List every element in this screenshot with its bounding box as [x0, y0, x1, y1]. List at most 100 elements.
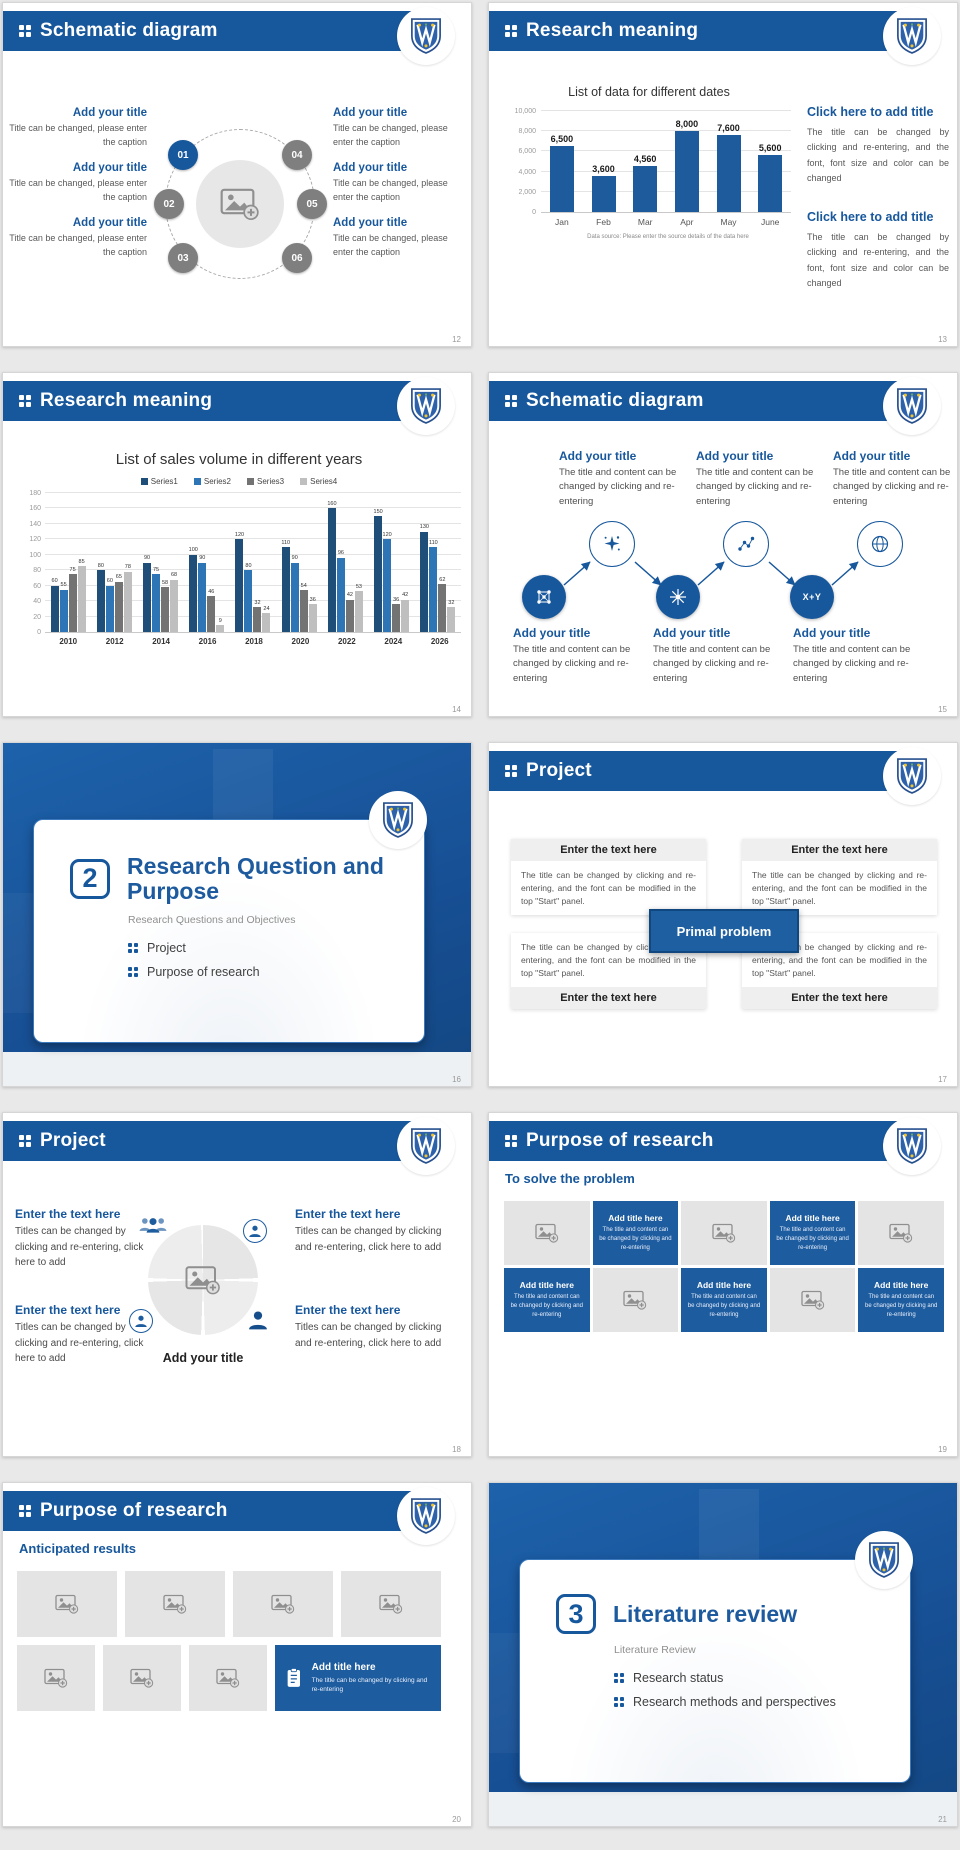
- step-circle-02[interactable]: 02: [154, 189, 184, 219]
- image-placeholder-icon: [185, 1265, 221, 1295]
- bar-value-label: 36: [309, 596, 316, 603]
- add-title-tile[interactable]: Add title here The title and content can …: [769, 1201, 856, 1265]
- text-box[interactable]: Enter the text here The title can be cha…: [511, 839, 706, 916]
- flow-node[interactable]: [656, 575, 700, 619]
- box-body: The title can be changed by clicking and…: [511, 861, 706, 916]
- flow-node[interactable]: [522, 575, 566, 619]
- step-circle-06[interactable]: 06: [282, 243, 312, 273]
- x-axis-tick: 2010: [59, 637, 78, 646]
- image-placeholder-tile[interactable]: [769, 1268, 856, 1332]
- slide-12-schematic-diagram[interactable]: Schematic diagram Add your title Title ca…: [2, 2, 472, 347]
- bar-Feb: [591, 175, 616, 212]
- text-block: Enter the text here Titles can be change…: [295, 1303, 447, 1351]
- image-placeholder-tile[interactable]: [341, 1571, 441, 1637]
- flow-node[interactable]: [723, 521, 769, 567]
- image-placeholder-tile[interactable]: [17, 1645, 95, 1711]
- image-placeholder-tile[interactable]: [17, 1571, 117, 1637]
- step-circle-04[interactable]: 04: [282, 140, 312, 170]
- step-circle-01[interactable]: 01: [168, 140, 198, 170]
- text-block: Add your title Title can be changed, plea…: [9, 217, 147, 259]
- slide-14-research-meaning[interactable]: Research meaning List of sales volume in…: [2, 372, 472, 717]
- block-title: Add your title: [72, 107, 147, 119]
- y-axis-tick: 20: [33, 613, 41, 621]
- section-bullet[interactable]: Research methods and perspectives: [614, 1695, 884, 1709]
- bar-column: 7,600: [708, 111, 750, 212]
- block-body: Title can be changed, please enter the c…: [9, 178, 147, 202]
- university-crest-logo: [397, 7, 455, 65]
- y-axis-tick: 2,000: [518, 188, 536, 196]
- image-placeholder[interactable]: [148, 1225, 258, 1335]
- flow-node[interactable]: X+Y: [790, 575, 834, 619]
- slide-19-purpose-of-research[interactable]: Purpose of research To solve the problem…: [488, 1112, 958, 1457]
- legend-label: Series2: [203, 477, 231, 486]
- bar-column: 6,500: [541, 111, 583, 212]
- bar: [235, 539, 244, 632]
- globe-icon: [871, 535, 889, 553]
- primal-problem-box[interactable]: Primal problem: [649, 909, 799, 953]
- add-title-tile[interactable]: Add title here The title and content can …: [681, 1268, 767, 1332]
- image-placeholder-icon: [271, 1594, 295, 1614]
- section-subtitle: Research Questions and Objectives: [128, 913, 296, 926]
- bar-column: 96: [336, 493, 345, 632]
- image-placeholder-tile[interactable]: [858, 1201, 944, 1265]
- top-text-row: Add your title The title and content can …: [559, 449, 957, 509]
- bar: [308, 604, 317, 632]
- image-placeholder-tile[interactable]: [103, 1645, 181, 1711]
- image-placeholder-tile[interactable]: [233, 1571, 333, 1637]
- page-number: 21: [938, 1815, 947, 1824]
- image-tile-row: Add title here The title can be changed …: [17, 1645, 441, 1711]
- block-body: Title can be changed, please enter the c…: [333, 123, 448, 147]
- image-placeholder[interactable]: [196, 160, 284, 248]
- bar-value-label: 32: [448, 599, 455, 606]
- section-bullet[interactable]: Purpose of research: [128, 965, 398, 979]
- checker-tile-grid: Add title here The title and content can …: [504, 1201, 944, 1332]
- add-title-tile[interactable]: Add title here The title can be changed …: [275, 1645, 441, 1711]
- text-block: Add your title Title can be changed, plea…: [333, 162, 469, 204]
- tile-title: Add title here: [311, 1661, 376, 1673]
- bottom-band: [489, 1792, 957, 1826]
- add-title-tile[interactable]: Add title here The title and content can …: [592, 1201, 679, 1265]
- x-axis-tick: Feb: [596, 217, 611, 227]
- university-crest-logo: [883, 377, 941, 435]
- add-title-tile[interactable]: Add title here The title and content can …: [504, 1268, 590, 1332]
- step-circle-05[interactable]: 05: [297, 189, 327, 219]
- image-placeholder-tile[interactable]: [592, 1268, 679, 1332]
- slide-17-project[interactable]: Project Enter the text here The title ca…: [488, 742, 958, 1087]
- image-placeholder-tile[interactable]: [125, 1571, 225, 1637]
- bar: [68, 574, 77, 632]
- x-axis-tick: June: [760, 217, 780, 227]
- bar-column: 110: [281, 493, 290, 632]
- flow-node[interactable]: [857, 521, 903, 567]
- section-bullet[interactable]: Research status: [614, 1671, 884, 1685]
- y-axis-tick: 140: [29, 520, 41, 528]
- flow-node[interactable]: [589, 521, 635, 567]
- slide-13-research-meaning[interactable]: Research meaning List of data for differ…: [488, 2, 958, 347]
- slide-header-bar: Schematic diagram: [3, 11, 435, 51]
- image-placeholder-tile[interactable]: [189, 1645, 267, 1711]
- image-placeholder-tile[interactable]: [681, 1201, 767, 1265]
- step-circle-03[interactable]: 03: [168, 243, 198, 273]
- slide-21-section-divider[interactable]: 3 Literature review Literature Review Re…: [488, 1482, 958, 1827]
- chart-plot-area: 0 20 40 60 80 100 120 140 160 180 60 55 75 85 80 60 65 78…: [29, 490, 461, 636]
- bar-value-label: 8,000: [675, 119, 699, 130]
- image-placeholder-icon: [712, 1223, 736, 1243]
- bar-groups: 60 55 75 85 80 60 65 78 90 75 58 68 100 90 46 9 120 80 32 2…: [45, 493, 461, 632]
- bottom-text-row: Add your title The title and content can …: [513, 626, 943, 686]
- bar: [299, 590, 308, 632]
- slide-16-section-divider[interactable]: 2 Research Question and Purpose Research…: [2, 742, 472, 1087]
- bar-value-label: 75: [152, 566, 160, 573]
- center-caption: Add your title: [162, 1351, 244, 1365]
- legend-swatch: [247, 478, 254, 485]
- bar-column: 85: [77, 493, 86, 632]
- bar-value-label: 6,500: [550, 134, 574, 145]
- slide-20-purpose-of-research[interactable]: Purpose of research Anticipated results …: [2, 1482, 472, 1827]
- text-box[interactable]: Enter the text here The title can be cha…: [742, 839, 937, 916]
- network-icon: [537, 590, 551, 604]
- slide-18-project[interactable]: Project Enter the text here Titles can b…: [2, 1112, 472, 1457]
- university-crest-logo: [883, 747, 941, 805]
- slide-15-schematic-flow[interactable]: Schematic diagram Add your title The titl…: [488, 372, 958, 717]
- section-bullet[interactable]: Project: [128, 941, 398, 955]
- image-placeholder-tile[interactable]: [504, 1201, 590, 1265]
- add-title-tile[interactable]: Add title here The title and content can …: [858, 1268, 944, 1332]
- bar-column: 120: [383, 493, 392, 632]
